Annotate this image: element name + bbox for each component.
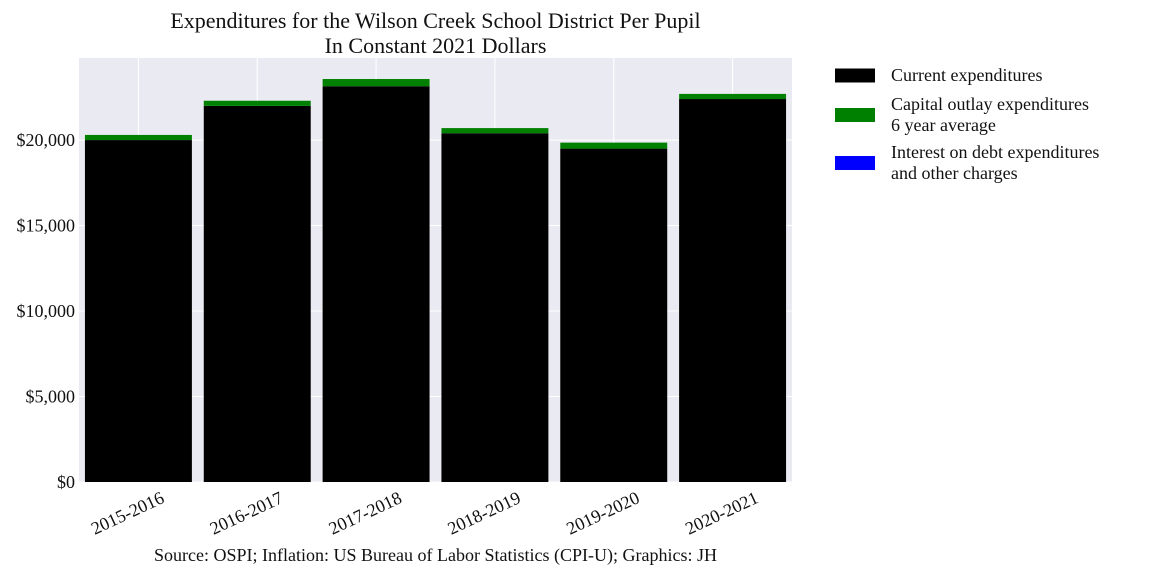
legend-label: Capital outlay expenditures bbox=[891, 94, 1089, 114]
y-tick-label: $15,000 bbox=[17, 216, 76, 236]
legend-swatch bbox=[835, 156, 875, 170]
bar-2018-2019-series-0 bbox=[441, 133, 549, 482]
legend-label: Interest on debt expenditures bbox=[891, 142, 1099, 162]
bar-2015-2016-series-0 bbox=[84, 140, 192, 482]
x-tick-label: 2016-2017 bbox=[207, 487, 286, 538]
y-axis: $0 $5,000 $10,000 $15,000 $20,000 bbox=[17, 130, 76, 492]
bar-2017-2018-series-0 bbox=[322, 86, 430, 482]
y-tick-label: $10,000 bbox=[17, 301, 76, 321]
x-tick-label: 2015-2016 bbox=[88, 487, 167, 538]
bar-2017-2018-series-1 bbox=[322, 79, 430, 87]
legend-swatch bbox=[835, 108, 875, 122]
bar-2020-2021-series-0 bbox=[679, 99, 787, 482]
x-tick-label: 2017-2018 bbox=[326, 487, 405, 538]
legend-label: and other charges bbox=[891, 163, 1018, 183]
chart-title-line-2: In Constant 2021 Dollars bbox=[325, 33, 547, 58]
bar-2016-2017-series-1 bbox=[203, 100, 311, 106]
bar-2019-2020-series-0 bbox=[560, 148, 668, 482]
bar-2015-2016-series-1 bbox=[84, 134, 192, 141]
plot-background bbox=[79, 58, 792, 482]
x-tick-label: 2019-2020 bbox=[563, 487, 642, 538]
x-tick-label: 2020-2021 bbox=[682, 487, 761, 538]
y-tick-label: $5,000 bbox=[26, 387, 76, 407]
chart-title-line-1: Expenditures for the Wilson Creek School… bbox=[170, 8, 700, 33]
bars bbox=[84, 79, 787, 482]
legend-label: Current expenditures bbox=[891, 65, 1042, 85]
bar-2019-2020-series-1 bbox=[560, 142, 668, 149]
x-tick-label: 2018-2019 bbox=[444, 487, 523, 538]
legend: Current expenditures Capital outlay expen… bbox=[835, 65, 1099, 183]
y-tick-label: $0 bbox=[57, 472, 75, 492]
bar-2016-2017-series-0 bbox=[203, 105, 311, 482]
bar-2020-2021-series-1 bbox=[679, 93, 787, 100]
legend-swatch bbox=[835, 68, 875, 83]
x-axis: 2015-2016 2016-2017 2017-2018 2018-2019 2019… bbox=[88, 487, 761, 538]
bar-2018-2019-series-1 bbox=[441, 128, 549, 134]
y-tick-label: $20,000 bbox=[17, 130, 76, 150]
source-caption: Source: OSPI; Inflation: US Bureau of La… bbox=[154, 545, 717, 566]
legend-label: 6 year average bbox=[891, 115, 996, 135]
